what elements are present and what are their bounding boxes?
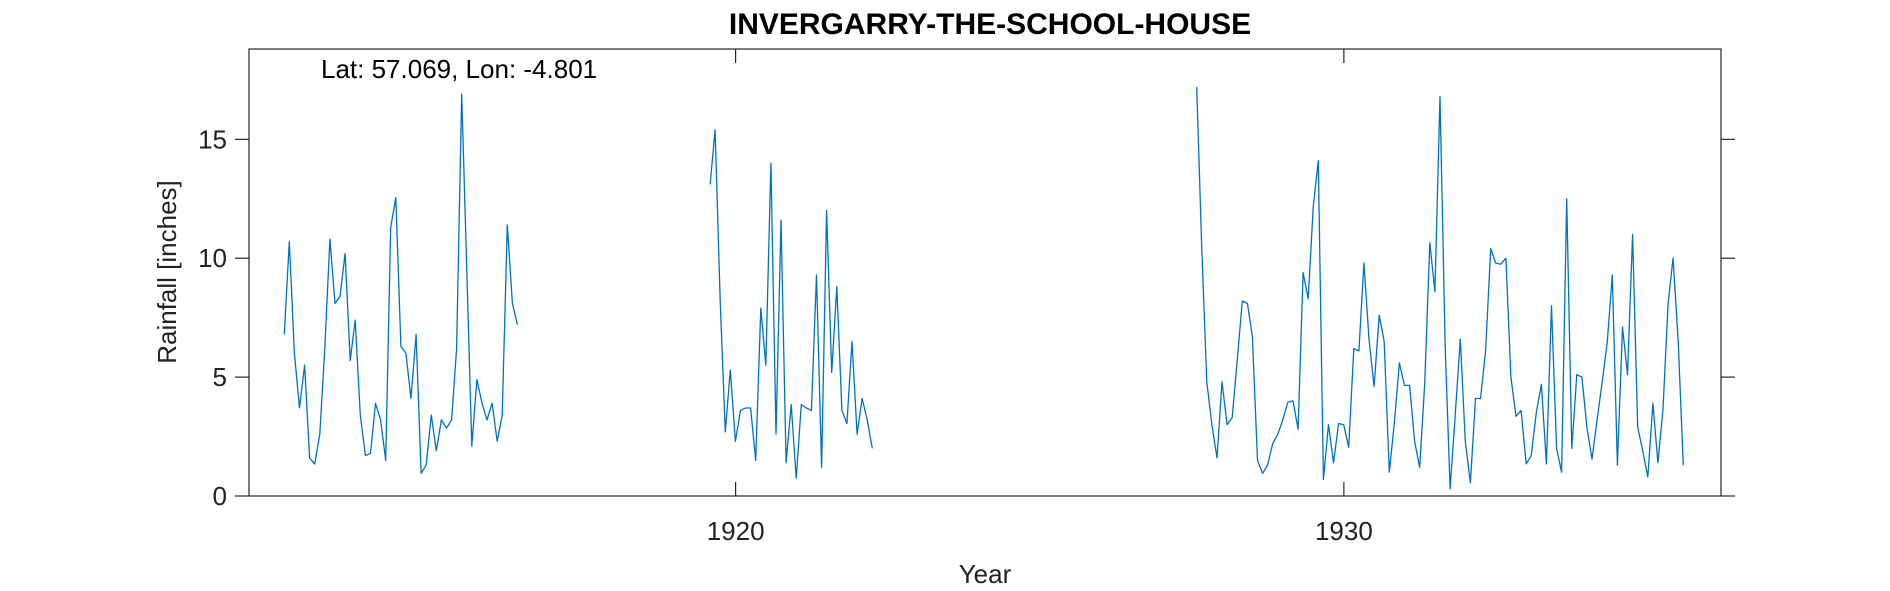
data-series xyxy=(283,86,1684,490)
chart-title: INVERGARRY-THE-SCHOOL-HOUSE xyxy=(729,8,1251,41)
x-axis-label: Year xyxy=(959,559,1012,589)
rainfall-series-line xyxy=(1196,86,1684,490)
tick-labels: 1920 1930 0 5 10 15 xyxy=(198,124,1373,546)
x-tick-label: 1920 xyxy=(707,516,765,546)
axis-ticks xyxy=(235,49,1735,497)
y-tick-label: 0 xyxy=(213,481,227,511)
y-tick-label: 15 xyxy=(198,124,227,154)
location-annotation: Lat: 57.069, Lon: -4.801 xyxy=(321,54,597,84)
y-axis-label: Rainfall [inches] xyxy=(152,180,182,364)
y-tick-label: 10 xyxy=(198,243,227,273)
rainfall-series-line xyxy=(283,93,519,475)
plot-area xyxy=(248,48,1722,497)
rainfall-series-line xyxy=(709,129,873,479)
y-tick-label: 5 xyxy=(213,362,227,392)
x-tick-label: 1930 xyxy=(1315,516,1373,546)
